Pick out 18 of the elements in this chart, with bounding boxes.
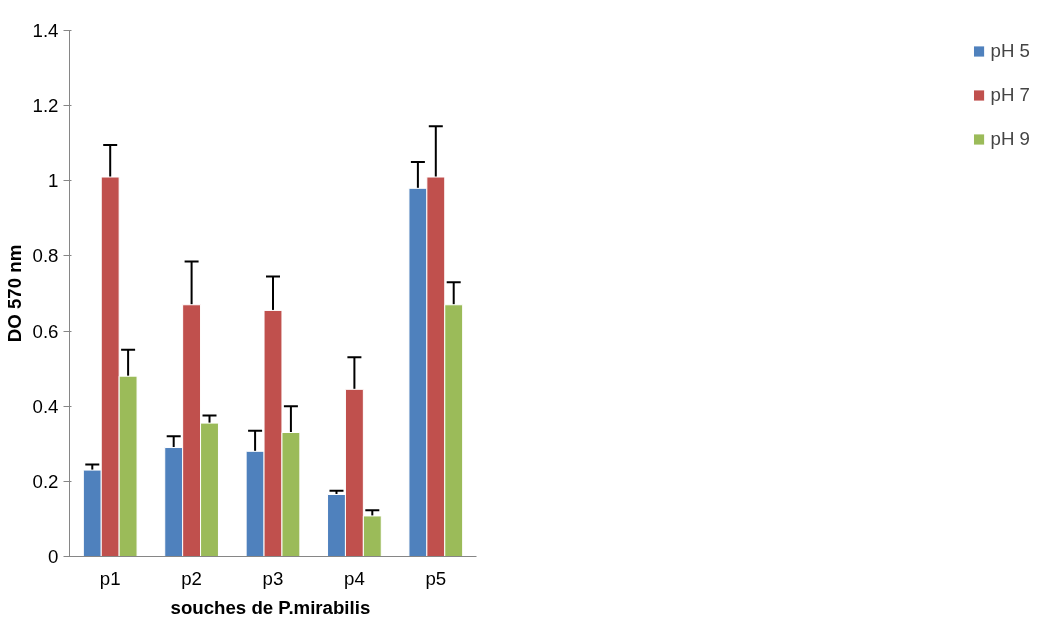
x-tick-label: p5 <box>425 567 447 589</box>
y-tick-label: 0.2 <box>32 470 59 492</box>
legend-label: pH 5 <box>990 40 1030 62</box>
y-tick-label: 0 <box>48 546 59 567</box>
y-tick-label: 1.4 <box>32 20 59 41</box>
x-tick-label: p4 <box>344 567 365 589</box>
legend-label: pH 9 <box>990 128 1030 150</box>
y-tick-label: 0.6 <box>32 320 59 342</box>
y-tick-label: 0.8 <box>32 245 59 267</box>
x-axis-title: souches de P.mirabilis <box>170 596 371 618</box>
legend-label: pH 7 <box>990 84 1030 106</box>
y-tick-label: 0.4 <box>32 395 59 417</box>
x-tick-label: p3 <box>262 567 284 589</box>
y-axis-title: DO 570 nm <box>3 244 25 343</box>
y-tick-label: 1.2 <box>32 95 59 117</box>
x-tick-label: p2 <box>181 567 202 589</box>
x-tick-label: p1 <box>99 567 121 589</box>
y-tick-label: 1 <box>48 170 59 192</box>
